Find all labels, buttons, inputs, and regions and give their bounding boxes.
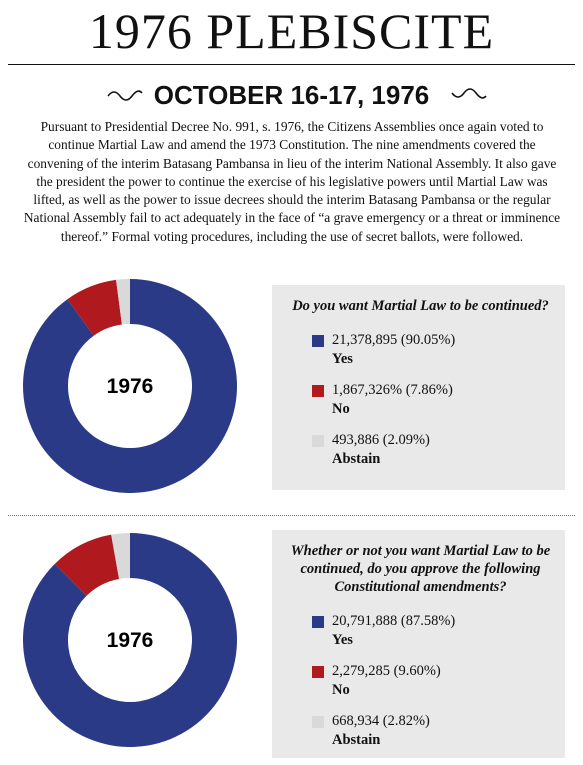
- title-rule: [8, 64, 575, 65]
- donut-slice: [116, 279, 130, 325]
- legend-name: Yes: [332, 351, 353, 367]
- separator: [8, 515, 575, 516]
- legend-swatch: [312, 435, 324, 447]
- donut-slice: [22, 279, 238, 494]
- legend-value: 668,934 (2.82%): [332, 713, 430, 729]
- date-heading: OCTOBER 16-17, 1976: [0, 80, 583, 111]
- legend-name: Yes: [332, 632, 353, 648]
- legend-swatch: [312, 385, 324, 397]
- legend-entry: 1,867,326% (7.86%) No: [272, 381, 565, 419]
- legend-swatch: [312, 716, 324, 728]
- legend-value: 21,378,895 (90.05%): [332, 332, 456, 348]
- date-text: OCTOBER 16-17, 1976: [153, 80, 430, 110]
- legend-box: Whether or not you want Martial Law to b…: [272, 530, 565, 758]
- legend-swatch: [312, 335, 324, 347]
- legend-box: Do you want Martial Law to be continued?…: [272, 285, 565, 490]
- legend-value: 2,279,285 (9.60%): [332, 663, 441, 679]
- legend-swatch: [312, 666, 324, 678]
- question: Do you want Martial Law to be continued?: [292, 298, 549, 314]
- donut-slice: [54, 534, 120, 596]
- donut-slice: [67, 279, 122, 336]
- legend-entry: 20,791,888 (87.58%) Yes: [272, 612, 565, 650]
- legend-name: No: [332, 682, 350, 698]
- page-title: 1976 PLEBISCITE: [88, 3, 495, 59]
- legend-swatch: [312, 616, 324, 628]
- legend-name: No: [332, 401, 350, 417]
- donut-slice: [22, 533, 237, 747]
- legend-entry: 2,279,285 (9.60%) No: [272, 662, 565, 700]
- legend-name: Abstain: [332, 732, 381, 748]
- legend-entry: 21,378,895 (90.05%) Yes: [272, 331, 565, 369]
- legend-name: Abstain: [332, 451, 381, 467]
- center-label: 1976: [107, 629, 154, 652]
- intro-paragraph: Pursuant to Presidential Decree No. 991,…: [23, 119, 561, 244]
- donut-slice: [111, 533, 130, 579]
- ornament: [451, 88, 487, 99]
- legend-value: 1,867,326% (7.86%): [332, 382, 453, 398]
- question: Whether or not you want Martial Law to b…: [290, 543, 551, 595]
- legend-entry: 493,886 (2.09%) Abstain: [272, 431, 565, 469]
- legend-entry: 668,934 (2.82%) Abstain: [272, 712, 565, 750]
- center-label: 1976: [107, 375, 154, 398]
- legend-value: 493,886 (2.09%): [332, 432, 430, 448]
- legend-value: 20,791,888 (87.58%): [332, 613, 456, 629]
- ornament: [107, 90, 143, 101]
